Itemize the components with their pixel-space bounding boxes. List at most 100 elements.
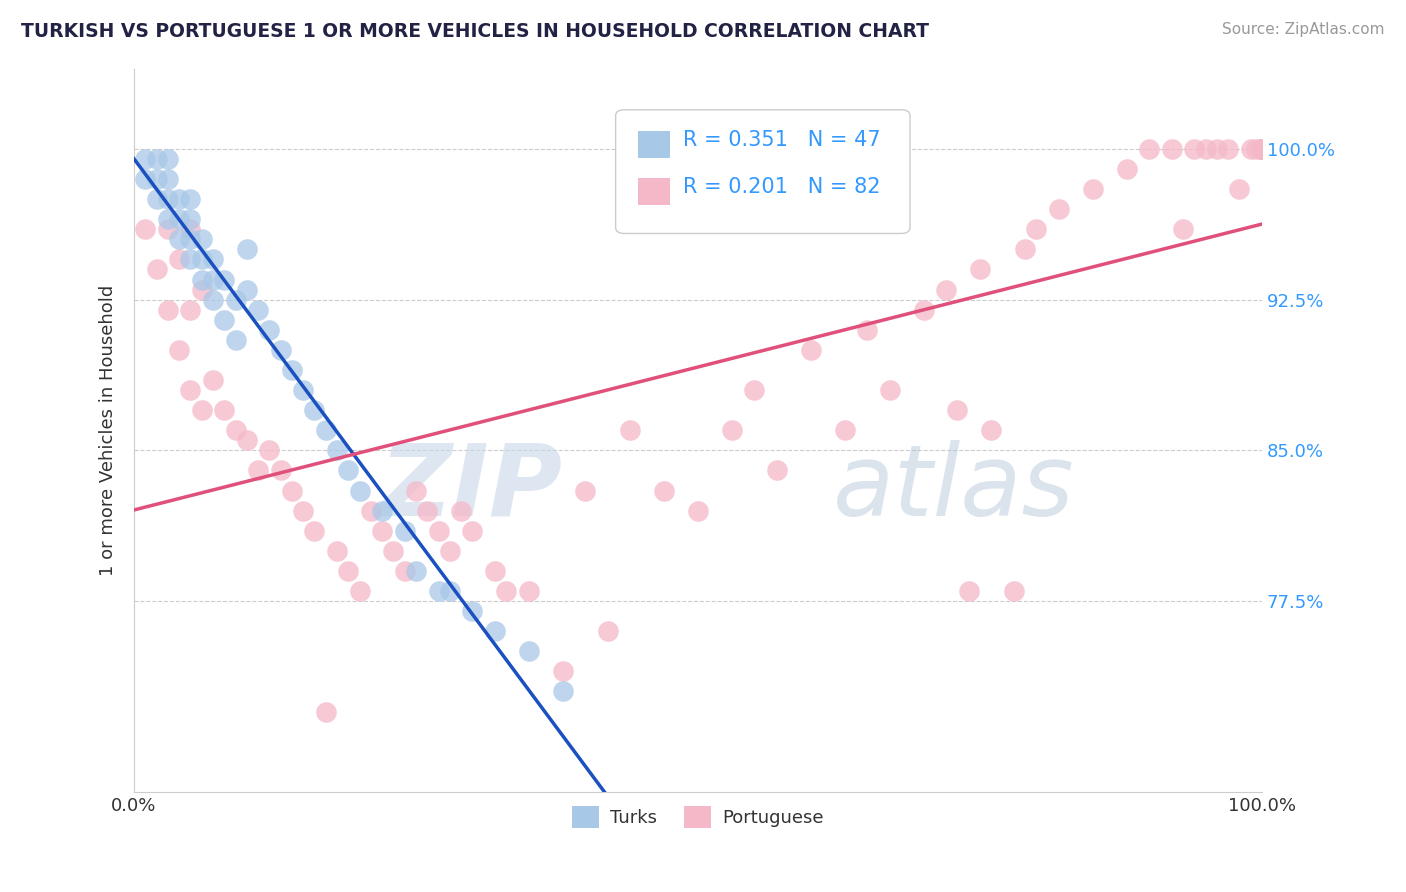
Point [405, 483, 427, 498]
Point [190, 232, 212, 246]
Point [461, 604, 484, 618]
Point [1014, 243, 1036, 257]
Y-axis label: 1 or more Vehicles in Household: 1 or more Vehicles in Household [100, 285, 117, 576]
Point [156, 152, 179, 166]
Point [201, 293, 224, 307]
Point [337, 564, 360, 578]
Point [201, 252, 224, 267]
Point [1182, 142, 1205, 156]
Point [156, 212, 179, 227]
Point [225, 293, 247, 307]
Point [1047, 202, 1070, 217]
Text: atlas: atlas [834, 440, 1076, 537]
Point [145, 262, 167, 277]
Point [292, 383, 315, 397]
Bar [638, 131, 669, 158]
Point [167, 212, 190, 227]
Point [619, 423, 641, 437]
Point [766, 463, 789, 477]
Point [179, 232, 201, 246]
Point [315, 705, 337, 719]
Point [912, 302, 935, 317]
Bar [638, 178, 669, 204]
Point [134, 222, 156, 236]
Point [484, 624, 506, 639]
Point [405, 564, 427, 578]
Point [337, 463, 360, 477]
Point [156, 192, 179, 206]
Point [551, 684, 574, 698]
Point [1216, 142, 1239, 156]
Point [156, 302, 179, 317]
Point [1251, 142, 1274, 156]
Point [225, 333, 247, 347]
Point [349, 584, 371, 599]
Point [167, 192, 190, 206]
Point [315, 423, 337, 437]
Point [145, 192, 167, 206]
Point [1137, 142, 1160, 156]
Point [1025, 222, 1047, 236]
Point [879, 383, 901, 397]
Text: Source: ZipAtlas.com: Source: ZipAtlas.com [1222, 22, 1385, 37]
Point [1251, 142, 1274, 156]
Point [259, 323, 281, 337]
Point [236, 434, 259, 448]
Point [856, 323, 879, 337]
Point [1171, 222, 1194, 236]
Point [382, 544, 405, 558]
Point [201, 272, 224, 286]
Point [270, 343, 292, 357]
Point [167, 252, 190, 267]
Point [1239, 142, 1261, 156]
Point [212, 312, 235, 326]
Point [484, 564, 506, 578]
Legend: Turks, Portuguese: Turks, Portuguese [565, 798, 831, 835]
Point [236, 243, 259, 257]
Point [969, 262, 991, 277]
Point [427, 584, 450, 599]
Point [1251, 142, 1274, 156]
Point [225, 423, 247, 437]
Point [145, 152, 167, 166]
Point [686, 503, 709, 517]
Text: R = 0.351   N = 47: R = 0.351 N = 47 [683, 130, 882, 150]
Point [1251, 142, 1274, 156]
Point [371, 524, 394, 538]
Point [1251, 142, 1274, 156]
Point [179, 192, 201, 206]
Point [247, 463, 270, 477]
Point [1205, 142, 1227, 156]
Point [1160, 142, 1182, 156]
Point [834, 423, 856, 437]
Point [450, 503, 472, 517]
Point [326, 544, 349, 558]
Point [551, 665, 574, 679]
Point [212, 403, 235, 417]
Point [427, 524, 450, 538]
Point [304, 524, 326, 538]
Point [394, 524, 416, 538]
Point [156, 172, 179, 186]
Point [1244, 142, 1267, 156]
Text: TURKISH VS PORTUGUESE 1 OR MORE VEHICLES IN HOUSEHOLD CORRELATION CHART: TURKISH VS PORTUGUESE 1 OR MORE VEHICLES… [21, 22, 929, 41]
Point [281, 483, 304, 498]
Point [1227, 182, 1250, 196]
Point [167, 343, 190, 357]
Point [156, 222, 179, 236]
Point [495, 584, 517, 599]
Point [596, 624, 619, 639]
Point [980, 423, 1002, 437]
Point [134, 152, 156, 166]
Point [517, 584, 540, 599]
Point [720, 423, 742, 437]
Point [179, 383, 201, 397]
Point [259, 443, 281, 458]
Point [935, 283, 957, 297]
Point [1251, 142, 1274, 156]
Point [1251, 142, 1274, 156]
Point [134, 172, 156, 186]
Point [190, 283, 212, 297]
Point [360, 503, 382, 517]
Point [1081, 182, 1104, 196]
